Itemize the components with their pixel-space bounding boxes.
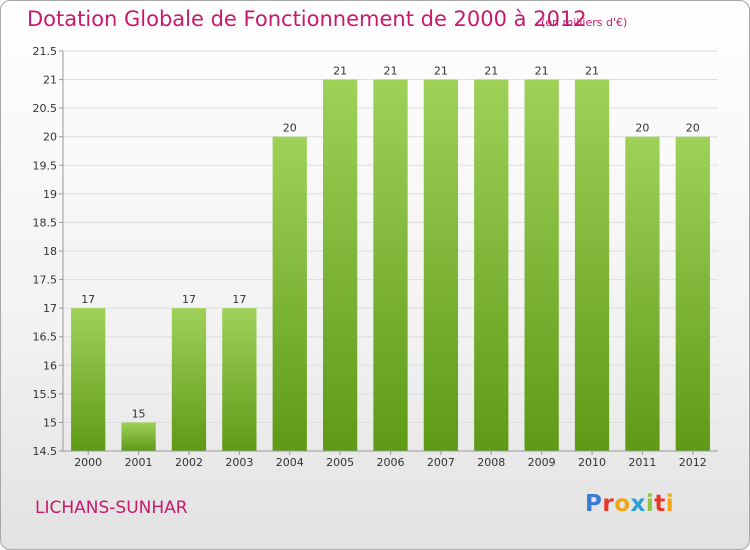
y-tick-label: 14.5 bbox=[33, 445, 58, 458]
bar-2005 bbox=[322, 79, 358, 452]
data-label-2007: 21 bbox=[434, 65, 448, 78]
bar-2008 bbox=[474, 79, 509, 452]
logo-letter: o bbox=[614, 491, 631, 517]
bar-2006 bbox=[373, 79, 408, 452]
y-tick-label: 20 bbox=[43, 131, 57, 144]
x-tick-label-2005: 2005 bbox=[326, 456, 354, 469]
bar-2002 bbox=[171, 308, 207, 451]
x-tick-label-2007: 2007 bbox=[427, 456, 455, 469]
bar-2000 bbox=[71, 308, 106, 451]
data-label-2011: 20 bbox=[635, 122, 649, 135]
x-tick-label-2011: 2011 bbox=[628, 456, 656, 469]
y-tick-label: 19.5 bbox=[33, 159, 58, 172]
y-tick-label: 17 bbox=[43, 302, 57, 315]
x-tick-label-2008: 2008 bbox=[477, 456, 505, 469]
x-tick-label-2004: 2004 bbox=[276, 456, 304, 469]
data-label-2004: 20 bbox=[283, 122, 297, 135]
bar-2012 bbox=[675, 136, 710, 451]
y-tick-label: 18 bbox=[43, 245, 57, 258]
x-tick-label-2009: 2009 bbox=[528, 456, 556, 469]
bar-2007 bbox=[423, 79, 459, 452]
data-label-2002: 17 bbox=[182, 293, 196, 306]
data-label-2008: 21 bbox=[484, 65, 498, 78]
commune-name: LICHANS-SUNHAR bbox=[35, 498, 188, 518]
data-label-2001: 15 bbox=[132, 407, 146, 420]
bar-2009 bbox=[524, 79, 559, 452]
chart-subtitle: (en milliers d'€) bbox=[541, 16, 628, 29]
bar-2001 bbox=[121, 422, 156, 451]
data-label-2000: 17 bbox=[81, 293, 95, 306]
y-tick-label: 16 bbox=[43, 359, 57, 372]
y-tick-label: 16.5 bbox=[33, 331, 58, 344]
x-tick-label-2003: 2003 bbox=[225, 456, 253, 469]
data-label-2012: 20 bbox=[686, 122, 700, 135]
data-label-2010: 21 bbox=[585, 65, 599, 78]
logo-letter: P bbox=[585, 491, 603, 517]
x-tick-label-2002: 2002 bbox=[175, 456, 203, 469]
bar-2010 bbox=[574, 79, 610, 452]
logo-letter: x bbox=[630, 491, 646, 517]
data-label-2005: 21 bbox=[333, 65, 347, 78]
y-tick-label: 20.5 bbox=[33, 102, 58, 115]
bar-2004 bbox=[272, 136, 307, 451]
y-tick-label: 17.5 bbox=[33, 274, 58, 287]
labels: 14.5 15 15.5 16 16.5 17 17.5 18 18.5 19 19.5 20 20.5… bbox=[33, 45, 707, 469]
bars bbox=[71, 79, 710, 452]
x-tick-label-2000: 2000 bbox=[74, 456, 102, 469]
y-tick-label: 15 bbox=[43, 416, 57, 429]
y-tick-label: 19 bbox=[43, 188, 57, 201]
x-tick-label-2010: 2010 bbox=[578, 456, 606, 469]
proxiti-logo: Proxiti bbox=[585, 491, 674, 517]
logo-letter: i bbox=[645, 491, 655, 517]
data-label-2006: 21 bbox=[384, 65, 398, 78]
y-tick-label: 18.5 bbox=[33, 216, 58, 229]
x-tick-label-2001: 2001 bbox=[125, 456, 153, 469]
logo-letter: t bbox=[654, 491, 666, 517]
bar-2011 bbox=[625, 136, 660, 451]
bar-2003 bbox=[222, 308, 257, 451]
chart-title: Dotation Globale de Fonctionnement de 20… bbox=[27, 7, 587, 31]
y-tick-label: 21 bbox=[43, 74, 57, 87]
logo-letter: i bbox=[665, 491, 675, 517]
x-tick-label-2006: 2006 bbox=[377, 456, 405, 469]
x-tick-label-2012: 2012 bbox=[679, 456, 707, 469]
axes bbox=[59, 50, 718, 455]
y-tick-label: 15.5 bbox=[33, 388, 58, 401]
data-label-2003: 17 bbox=[232, 293, 246, 306]
logo-letter: r bbox=[602, 491, 615, 517]
y-tick-label: 21.5 bbox=[33, 45, 58, 58]
data-label-2009: 21 bbox=[535, 65, 549, 78]
